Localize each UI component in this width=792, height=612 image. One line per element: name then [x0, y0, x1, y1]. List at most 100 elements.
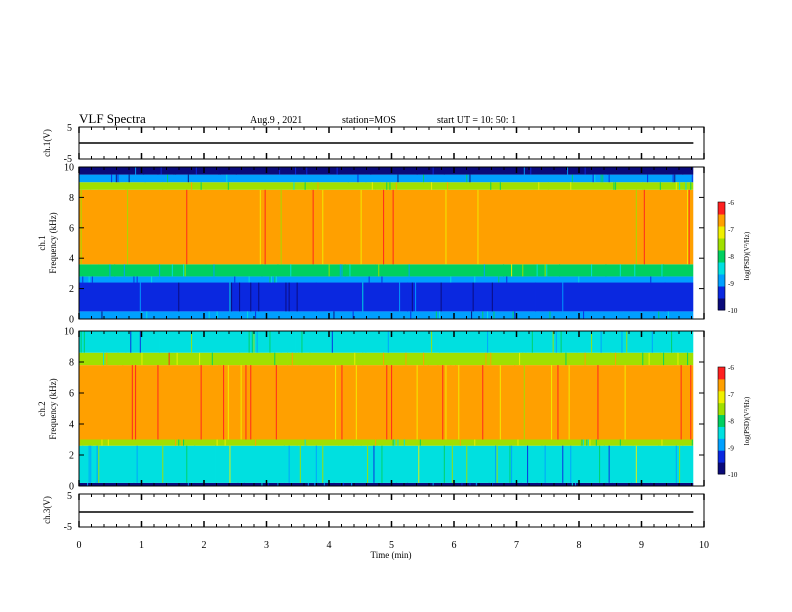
ytick-label-0: 0	[69, 482, 74, 493]
colorbar-tick-label: -9	[728, 280, 734, 288]
ch1-colorbar-label: log(PSD)(V²/Hz)	[743, 231, 751, 280]
colorbar-tick-label: -10	[728, 307, 738, 315]
ch3-waveform-ytick-max: 5	[67, 491, 72, 502]
spectrogram-streaks	[80, 167, 693, 319]
ch2-spectrogram-panel: 0 2 4 6 8 10 ch.2 Frequency (kHz) -6 -7 -8 -9 -10…	[37, 327, 751, 493]
colorbar-segment	[718, 262, 725, 275]
ch1-waveform-time-ticks	[78, 127, 705, 159]
spectrogram-band-4	[79, 189, 694, 265]
ytick-label-10: 10	[64, 163, 74, 174]
ch1-spectrogram-heatmap	[79, 167, 704, 319]
ch1-colorbar: -6 -7 -8 -9 -10	[717, 199, 738, 315]
ytick-label-4: 4	[69, 420, 74, 431]
colorbar-segment	[718, 367, 725, 380]
xtick-label-3: 3	[264, 540, 269, 551]
spectrogram-band-7	[79, 167, 694, 175]
start-time-label: start UT = 10: 50: 1	[437, 115, 516, 126]
colorbar-tick-label: -8	[728, 253, 734, 261]
time-axis-tick-labels: 0 1 2 3 4 5 6 7 8 9 10	[77, 540, 710, 551]
colorbar-segment	[718, 238, 725, 251]
spectrogram-band-1	[79, 445, 694, 483]
ch1-spectrogram-ylabel-frequency: Frequency (kHz)	[48, 212, 58, 273]
ytick-label-0: 0	[69, 315, 74, 326]
spectrogram-no-data	[693, 331, 704, 486]
colorbar-tick-label: -7	[728, 226, 734, 234]
spectrogram-band-5	[79, 182, 694, 190]
colorbar-tick-label: -10	[728, 471, 738, 479]
ch1-spectrogram-time-ticks	[78, 167, 705, 319]
ch2-colorbar-label: log(PSD)(V²/Hz)	[743, 396, 751, 445]
colorbar-segment	[718, 402, 725, 416]
spectrogram-band-2	[79, 439, 694, 446]
colorbar-segment	[718, 462, 725, 475]
ytick-label-2: 2	[69, 284, 74, 295]
xtick-label-10: 10	[699, 540, 709, 551]
colorbar-segment	[718, 202, 725, 215]
colorbar-segment	[718, 390, 725, 404]
date-label: Aug.9 , 2021	[250, 115, 302, 126]
ytick-label-4: 4	[69, 254, 74, 265]
colorbar-tick-label: -9	[728, 444, 734, 452]
colorbar-segment	[718, 438, 725, 451]
colorbar-segment	[718, 274, 725, 287]
spectrogram-band-3	[79, 264, 694, 277]
spectrogram-band-4	[79, 352, 694, 366]
ch3-waveform-time-ticks	[78, 494, 705, 527]
spectrogram-band-0	[79, 311, 694, 319]
ch3-waveform-ylabel: ch.3(V)	[42, 496, 52, 524]
xtick-label-8: 8	[577, 540, 582, 551]
ch1-spectrogram-ylabel-channel: ch.1	[37, 235, 47, 250]
xtick-label-0: 0	[77, 540, 82, 551]
ch2-spectrogram-ylabel-frequency: Frequency (kHz)	[48, 378, 58, 439]
ytick-label-8: 8	[69, 193, 74, 204]
ch2-spectrogram-ylabel-channel: ch.2	[37, 401, 47, 416]
ch1-spectrogram-yticks: 0 2 4 6 8 10	[64, 163, 704, 326]
ch3-waveform-panel: 5 -5 ch.3(V)	[42, 491, 705, 533]
spectrogram-band-1	[79, 282, 694, 312]
colorbar-tick-label: -6	[728, 199, 734, 207]
xtick-label-5: 5	[389, 540, 394, 551]
spectrogram-band-6	[79, 174, 694, 183]
ch1-waveform-panel: 5 -5 ch.1(V)	[42, 123, 705, 165]
ch2-spectrogram-heatmap	[79, 331, 704, 486]
ch1-waveform-ytick-max: 5	[67, 123, 72, 134]
colorbar-segment	[718, 298, 725, 311]
colorbar-frame	[717, 201, 726, 311]
ch1-waveform-ytick-min: -5	[64, 154, 72, 165]
colorbar-tick-label: -6	[728, 364, 734, 372]
xtick-label-1: 1	[139, 540, 144, 551]
colorbar-segment	[718, 378, 725, 392]
ch2-spectrogram-time-ticks	[78, 331, 705, 486]
ch1-spectrogram-panel: 0 2 4 6 8 10 ch.1 Frequency (kHz) -6 -7 -8 -9 -10…	[37, 163, 751, 326]
colorbar-segment	[718, 450, 725, 463]
time-axis-label: Time (min)	[371, 550, 412, 560]
ch2-spectrogram-yticks: 0 2 4 6 8 10	[64, 327, 704, 493]
ch3-waveform-ytick-min: -5	[64, 522, 72, 533]
colorbar-tick-label: -7	[728, 391, 734, 399]
spectrogram-band-5	[79, 331, 694, 353]
colorbar-segment	[718, 226, 725, 239]
spectrogram-band-2	[79, 276, 694, 283]
ytick-label-8: 8	[69, 358, 74, 369]
ytick-label-10: 10	[64, 327, 74, 338]
xtick-label-9: 9	[639, 540, 644, 551]
spectrogram-streaks	[79, 331, 693, 486]
colorbar-segment	[718, 426, 725, 439]
spectrogram-no-data	[693, 167, 704, 319]
station-label: station=MOS	[342, 115, 396, 126]
spectrogram-band-0	[79, 482, 694, 486]
colorbar-segment	[718, 214, 725, 227]
figure-title: VLF Spectra	[79, 111, 146, 126]
xtick-label-4: 4	[327, 540, 332, 551]
ytick-label-2: 2	[69, 451, 74, 462]
xtick-label-2: 2	[202, 540, 207, 551]
colorbar-segment	[718, 414, 725, 427]
ytick-label-6: 6	[69, 389, 74, 400]
ch2-colorbar: -6 -7 -8 -9 -10	[717, 364, 738, 479]
spectrogram-band-3	[79, 365, 694, 440]
ch1-waveform-ylabel: ch.1(V)	[42, 129, 52, 157]
ytick-label-6: 6	[69, 223, 74, 234]
xtick-label-6: 6	[452, 540, 457, 551]
colorbar-frame	[717, 366, 726, 475]
colorbar-segment	[718, 286, 725, 299]
